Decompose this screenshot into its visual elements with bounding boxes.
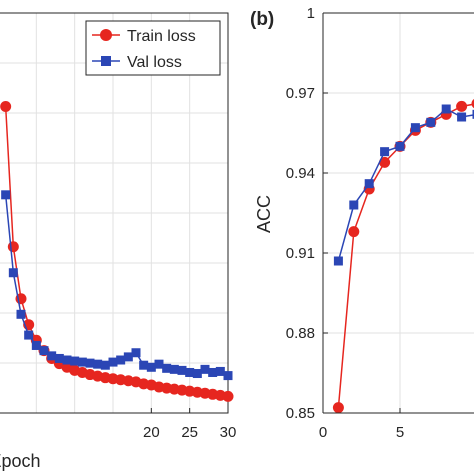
panel-a-val-point bbox=[192, 369, 202, 379]
panel-a-val-point bbox=[31, 340, 41, 350]
panel-b-val-point bbox=[349, 200, 359, 210]
panel-a-x-tick-label: 20 bbox=[143, 424, 160, 441]
panel-a-val-point bbox=[47, 351, 57, 361]
panel-b-val-point bbox=[333, 256, 343, 266]
panel-a-x-ticks: 20 25 30 bbox=[143, 408, 236, 441]
panel-a-val-point bbox=[208, 367, 218, 377]
panel-a-val-point bbox=[215, 366, 225, 376]
legend-entry-val: Val loss bbox=[92, 54, 182, 71]
panel-b-val-point bbox=[364, 179, 374, 189]
panel-b-y-axis-label: ACC bbox=[254, 195, 274, 233]
panel-a-val-point bbox=[16, 309, 26, 319]
panel-a-series bbox=[0, 101, 234, 402]
panel-a-val-point bbox=[162, 363, 172, 373]
panel-b-val-point bbox=[395, 141, 405, 151]
legend-train-marker bbox=[100, 29, 112, 41]
panel-a-val-point bbox=[62, 355, 72, 365]
panel-b-val-point bbox=[380, 147, 390, 157]
panel-b-series-line bbox=[337, 108, 474, 262]
panel-b-x-tick-label: 1 bbox=[473, 424, 474, 441]
panel-b-grid bbox=[323, 12, 474, 414]
panel-a-train-point bbox=[222, 390, 234, 402]
panel-a-val-point bbox=[185, 367, 195, 377]
panel-b-val-point bbox=[426, 117, 436, 127]
panel-a-val-point bbox=[116, 355, 126, 365]
panel-a-val-point bbox=[177, 365, 187, 375]
legend-train-label: Train loss bbox=[127, 28, 196, 45]
panel-b-y-ticks: 1 0.97 0.94 0.91 0.88 0.85 bbox=[286, 5, 328, 422]
panel-a-val-point bbox=[54, 353, 64, 363]
panel-b-series bbox=[332, 99, 474, 414]
panel-a-val-point bbox=[100, 360, 110, 370]
panel-b-series-line bbox=[337, 103, 474, 408]
panel-b-train-point bbox=[456, 100, 468, 112]
panel-a-val-point bbox=[154, 359, 164, 369]
panel-a-train-point bbox=[7, 241, 19, 253]
panel-a-x-tick-label: 30 bbox=[220, 424, 237, 441]
panel-b-y-tick-label: 0.94 bbox=[286, 165, 315, 182]
panel-b-train-point bbox=[348, 226, 360, 238]
panel-b-tag: (b) bbox=[250, 9, 274, 30]
panel-a-val-point bbox=[139, 360, 149, 370]
panel-b-train-point bbox=[379, 156, 391, 168]
panel-a-val-point bbox=[93, 359, 103, 369]
panel-b-val-point bbox=[457, 112, 467, 122]
panel-a-val-point bbox=[24, 330, 34, 340]
panel-b-y-tick-label: 1 bbox=[307, 5, 315, 22]
legend-val-marker bbox=[101, 56, 111, 66]
legend-val-label: Val loss bbox=[127, 54, 182, 71]
panel-a-val-point bbox=[8, 268, 18, 278]
panel-a-val-point bbox=[77, 357, 87, 367]
panel-b-y-tick-label: 0.85 bbox=[286, 405, 315, 422]
panel-b-val-point bbox=[472, 109, 474, 119]
panel-a-val-point bbox=[223, 371, 233, 381]
panel-b-y-tick-label: 0.91 bbox=[286, 245, 315, 262]
panel-a-train-point bbox=[0, 101, 12, 113]
panel-a-val-point bbox=[39, 346, 49, 356]
panel-b-train-point bbox=[471, 99, 474, 109]
panel-b-y-tick-label: 0.97 bbox=[286, 85, 315, 102]
panel-a-legend: Train loss Val loss bbox=[85, 20, 221, 76]
panel-a-val-point bbox=[131, 348, 141, 358]
panel-a-loss: 20 25 30 Epoch Train loss Val loss bbox=[0, 12, 236, 471]
panel-b-train-point bbox=[332, 402, 344, 414]
panel-a-val-point bbox=[169, 364, 179, 374]
panel-a-val-point bbox=[85, 358, 95, 368]
panel-a-plot-frame bbox=[0, 12, 229, 414]
panel-a-val-point bbox=[108, 357, 118, 367]
panel-b-x-tick-label: 0 bbox=[319, 424, 327, 441]
panel-a-x-axis-label: Epoch bbox=[0, 451, 41, 471]
panel-b-y-tick-label: 0.88 bbox=[286, 325, 315, 342]
panel-a-val-point bbox=[1, 190, 11, 200]
panel-a-x-tick-label: 25 bbox=[181, 424, 198, 441]
panel-a-val-point bbox=[70, 356, 80, 366]
panel-a-val-point bbox=[200, 364, 210, 374]
panel-b-val-point bbox=[410, 123, 420, 133]
legend-entry-train: Train loss bbox=[92, 28, 196, 45]
panel-b-x-tick-label: 5 bbox=[396, 424, 404, 441]
panel-a-val-point bbox=[146, 362, 156, 372]
panel-a-val-point bbox=[123, 352, 133, 362]
panel-b-accuracy: (b) 1 0.97 0.94 0.91 0.88 0.85 0 5 1 ACC bbox=[250, 5, 474, 441]
panel-b-val-point bbox=[441, 104, 451, 114]
